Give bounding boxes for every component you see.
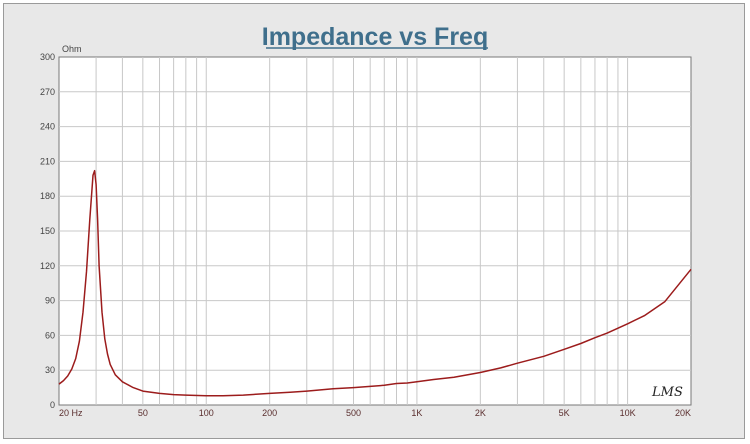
y-tick-label-8: 240	[40, 122, 55, 132]
y-tick-label-5: 150	[40, 226, 55, 236]
lms-brand-mark: LMS	[651, 385, 683, 400]
y-tick-label-10: 300	[40, 52, 55, 62]
x-tick-label-2: 100	[199, 408, 214, 418]
y-tick-label-0: 0	[50, 400, 55, 410]
x-tick-label-0: 20 Hz	[59, 408, 83, 418]
y-tick-label-6: 180	[40, 191, 55, 201]
chart-frame: Impedance vs Freq 0 30 60 90 120 150 180 210 240…	[3, 3, 745, 439]
impedance-series-line	[58, 169, 692, 397]
y-tick-label-9: 270	[40, 87, 55, 97]
y-axis-unit-label: Ohm	[62, 44, 82, 54]
x-tick-label-3: 200	[262, 408, 277, 418]
y-tick-label-7: 210	[40, 156, 55, 166]
x-tick-label-9: 20K	[675, 408, 691, 418]
x-tick-label-6: 2K	[475, 408, 486, 418]
x-tick-label-4: 500	[346, 408, 361, 418]
x-tick-label-5: 1K	[411, 408, 422, 418]
y-tick-label-2: 60	[45, 330, 55, 340]
x-tick-label-8: 10K	[620, 408, 636, 418]
grid-lines	[59, 57, 691, 405]
y-tick-label-4: 120	[40, 261, 55, 271]
y-tick-labels: 0 30 60 90 120 150 180 210 240 270 300	[40, 52, 55, 410]
x-tick-labels: 20 Hz 50 100 200 500 1K 2K 5K 10K 20K	[59, 408, 691, 418]
x-tick-label-7: 5K	[559, 408, 570, 418]
y-tick-label-3: 90	[45, 296, 55, 306]
y-tick-label-1: 30	[45, 365, 55, 375]
x-tick-label-1: 50	[138, 408, 148, 418]
chart-title: Impedance vs Freq	[262, 23, 488, 51]
impedance-chart: Impedance vs Freq 0 30 60 90 120 150 180 210 240…	[40, 23, 692, 418]
